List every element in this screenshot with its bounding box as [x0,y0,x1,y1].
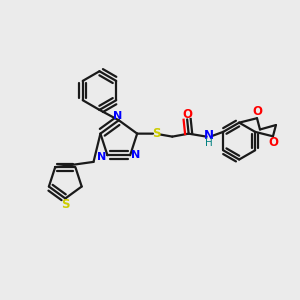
Text: S: S [153,127,161,140]
Text: H: H [205,138,213,148]
Text: N: N [204,129,214,142]
Text: N: N [97,152,106,162]
Text: O: O [252,105,262,118]
Text: O: O [268,136,278,149]
Text: O: O [182,107,192,121]
Text: N: N [131,150,141,160]
Text: S: S [61,199,70,212]
Text: N: N [113,111,122,121]
